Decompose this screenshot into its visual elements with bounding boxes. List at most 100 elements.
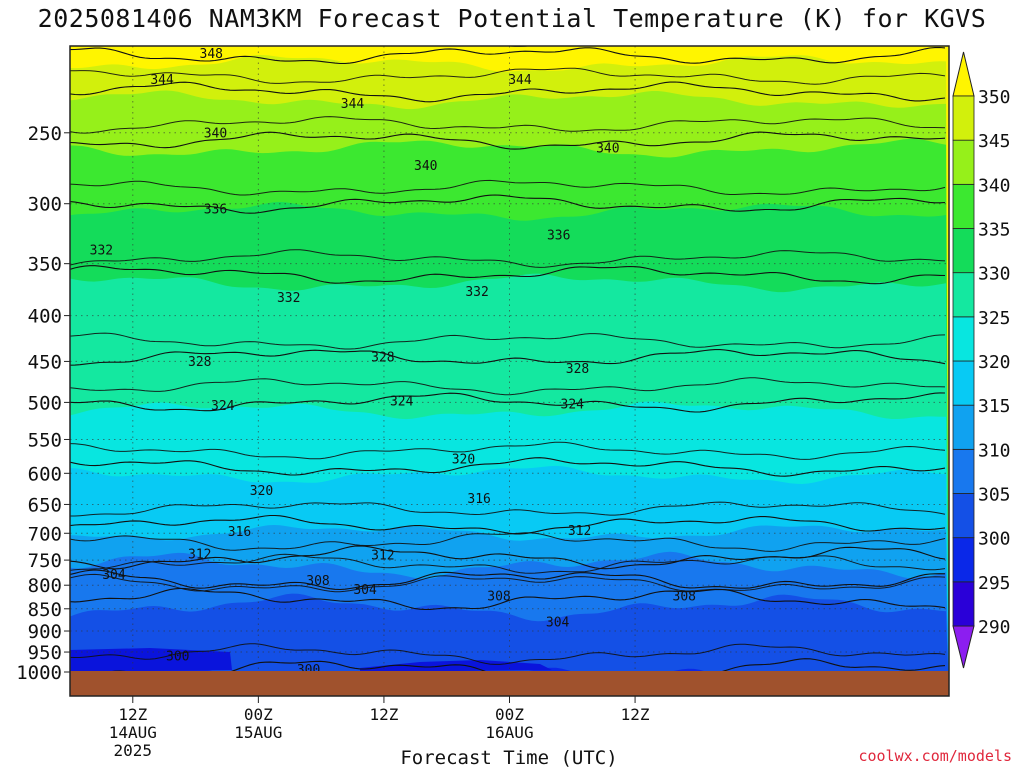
contour-label-text: 316 — [228, 525, 251, 540]
isentrope-minor — [70, 441, 946, 460]
band-low-left — [70, 648, 232, 672]
contour-label-text: 332 — [90, 244, 113, 259]
colorbar-band — [952, 228, 975, 274]
colorbar-band — [952, 183, 975, 229]
contour-label: 316 — [467, 492, 490, 507]
colorbar-label: 345 — [978, 131, 1011, 152]
y-tick-label: 500 — [28, 392, 62, 414]
contour-label: 328 — [188, 355, 211, 370]
isentrope-320 — [70, 457, 946, 477]
isentrope-minor — [70, 67, 946, 85]
colorbar-band — [952, 360, 975, 406]
isentrope-340 — [70, 131, 946, 150]
contour-label-text: 328 — [188, 355, 211, 370]
colorbar-label: 350 — [978, 87, 1011, 108]
contour-label: 304 — [102, 568, 126, 583]
contour-label-text: 336 — [547, 228, 570, 243]
colorbar-label: 330 — [978, 264, 1011, 285]
isentrope-324 — [70, 392, 946, 413]
isentrope-minor — [70, 377, 946, 396]
y-tick-label: 300 — [28, 194, 62, 216]
contour-label: 328 — [566, 362, 589, 377]
contour-label: 320 — [452, 452, 475, 467]
contour-label-text: 344 — [508, 73, 532, 88]
contour-label-text: 324 — [390, 394, 414, 409]
colorbar-band — [952, 493, 975, 539]
contour-label: 312 — [188, 547, 211, 562]
y-tick-label: 450 — [28, 351, 62, 373]
colorbar-label: 340 — [978, 175, 1011, 196]
contour-label: 340 — [414, 159, 437, 174]
band-304 — [70, 593, 949, 696]
colorbar-band — [952, 139, 975, 185]
chart-title: 2025081406 NAM3KM Forecast Potential Tem… — [37, 4, 987, 33]
isentrope-contours — [70, 46, 946, 681]
contour-label: 312 — [371, 548, 394, 563]
colorbar-band — [952, 404, 975, 450]
contour-label-text: 308 — [487, 589, 510, 604]
watermark: coolwx.com/models — [858, 747, 1012, 765]
contour-label-text: 320 — [250, 484, 273, 499]
isentrope-minor — [70, 643, 946, 665]
contour-label: 304 — [353, 583, 377, 598]
contour-label-text: 332 — [465, 285, 488, 300]
colorbar-label: 320 — [978, 352, 1011, 373]
isentrope-312 — [70, 545, 946, 570]
x-tick-label: 12Z — [118, 705, 147, 724]
contour-label: 308 — [673, 589, 696, 604]
x-tick-label: 12Z — [369, 705, 398, 724]
y-tick-label: 950 — [28, 642, 62, 664]
contour-label: 300 — [166, 650, 189, 665]
contour-label-text: 340 — [596, 142, 619, 157]
colorbar-band — [952, 537, 975, 583]
contour-label: 332 — [277, 291, 300, 306]
y-tick-label: 350 — [28, 254, 62, 276]
contour-label-text: 328 — [566, 362, 589, 377]
contour-label: 340 — [204, 126, 227, 141]
x-tick-label: 12Z — [621, 705, 650, 724]
isentrope-minor — [70, 501, 946, 517]
isentrope-336 — [70, 194, 946, 214]
y-tick-label: 900 — [28, 621, 62, 643]
isentrope-348 — [70, 46, 946, 65]
contour-label: 324 — [211, 399, 235, 414]
colorbar-band — [952, 581, 975, 627]
ground-surface — [70, 671, 949, 696]
contour-label-text: 308 — [306, 574, 329, 589]
y-tick-label: 1000 — [16, 662, 62, 684]
y-tick-label: 850 — [28, 599, 62, 621]
colorbar-label: 310 — [978, 440, 1011, 461]
x-tick-label: 2025 — [114, 741, 153, 760]
band-low-mid — [360, 660, 552, 672]
colorbar-top-arrow — [952, 51, 975, 97]
colorbar-band — [952, 316, 975, 362]
isentrope-316 — [70, 514, 946, 535]
contour-label: 340 — [596, 142, 619, 157]
colorbar: 290 295 300 305 310 315 320 325 330 335 340 345 350 — [952, 51, 1011, 669]
colorbar-bottom-arrow — [952, 625, 975, 669]
contour-label: 344 — [341, 97, 365, 112]
contour-label-text: 340 — [204, 126, 227, 141]
y-tick-label: 550 — [28, 429, 62, 451]
contour-label-text: 308 — [673, 589, 696, 604]
contour-label: 328 — [371, 351, 394, 366]
x-axis-label: Forecast Time (UTC) — [400, 747, 617, 768]
y-tick-label: 400 — [28, 306, 62, 328]
contour-label-text: 344 — [150, 73, 174, 88]
y-tick-label: 700 — [28, 523, 62, 545]
contour-label-text: 316 — [467, 492, 490, 507]
isentrope-minor — [70, 116, 946, 134]
contour-label-text: 340 — [414, 159, 437, 174]
x-tick-label: 15AUG — [234, 723, 282, 742]
contour-label: 308 — [306, 574, 329, 589]
contour-label-text: 304 — [546, 615, 570, 630]
y-tick-label: 750 — [28, 550, 62, 572]
colorbar-label: 295 — [978, 573, 1011, 594]
contour-label-text: 300 — [166, 650, 189, 665]
contour-label: 308 — [487, 589, 510, 604]
isentrope-344 — [70, 81, 946, 103]
isentrope-minor — [70, 249, 946, 268]
contour-label-text: 304 — [353, 583, 377, 598]
colorbar-label: 300 — [978, 529, 1011, 550]
